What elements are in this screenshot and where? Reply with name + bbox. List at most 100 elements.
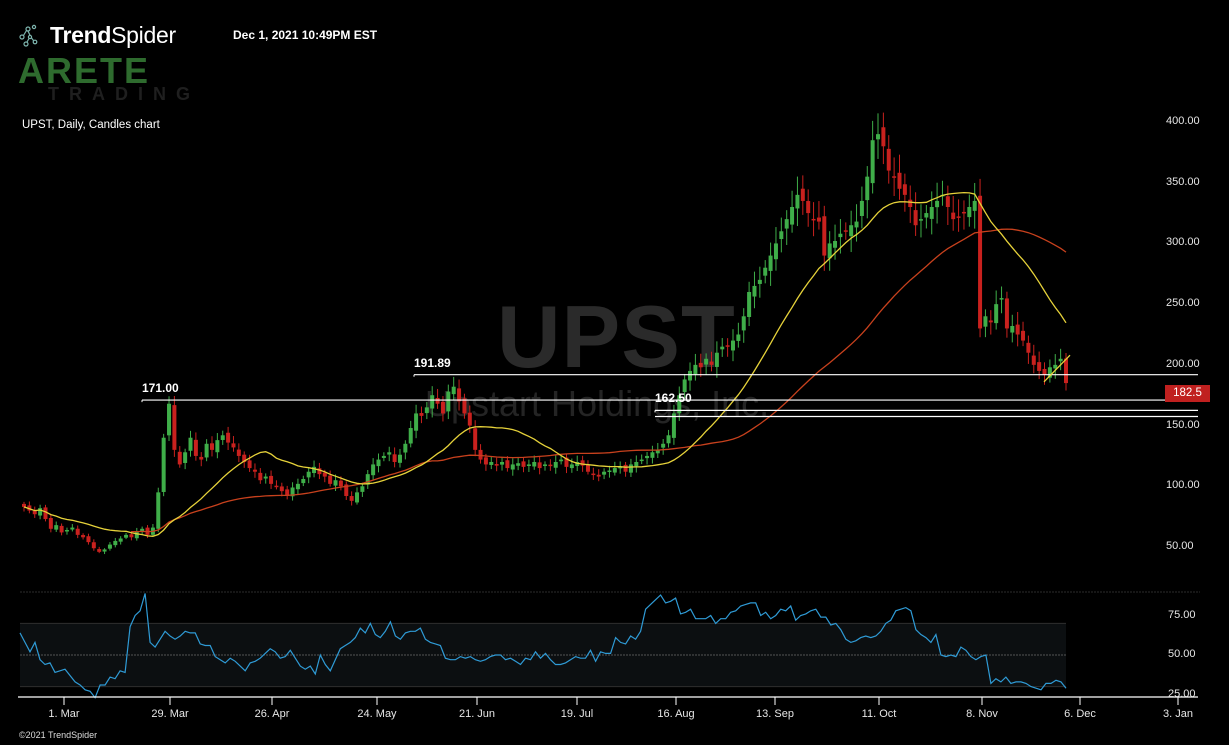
candle bbox=[757, 279, 762, 284]
x-tick-label: 21. Jun bbox=[458, 708, 496, 720]
candle bbox=[833, 241, 838, 248]
candle bbox=[446, 391, 451, 412]
candle bbox=[285, 489, 290, 497]
candle bbox=[91, 542, 96, 549]
rsi-line bbox=[19, 593, 1067, 699]
candle bbox=[908, 199, 913, 208]
candle bbox=[585, 464, 590, 472]
candle bbox=[913, 210, 918, 226]
chart-title: UPST, Daily, Candles chart bbox=[22, 119, 160, 131]
candle bbox=[403, 443, 408, 453]
level-label: 191.89 bbox=[414, 355, 451, 370]
candle bbox=[156, 492, 161, 529]
y-tick-label: 100.00 bbox=[1166, 479, 1200, 492]
candle bbox=[500, 462, 505, 465]
candle bbox=[811, 218, 816, 221]
candle bbox=[1010, 326, 1015, 333]
candle bbox=[988, 320, 993, 323]
candle bbox=[274, 485, 279, 488]
rsi-tick-label: 25.00 bbox=[1168, 687, 1196, 700]
x-tick-label: 19. Jul bbox=[560, 708, 594, 720]
candle bbox=[623, 464, 628, 472]
rsi-tick-label: 50.00 bbox=[1168, 648, 1196, 660]
candle bbox=[424, 407, 429, 414]
candle bbox=[365, 474, 370, 485]
candle bbox=[457, 388, 462, 402]
candle bbox=[929, 207, 934, 219]
trading-word: TRADING bbox=[48, 84, 200, 104]
candle bbox=[790, 207, 795, 225]
candle bbox=[704, 358, 709, 365]
candle bbox=[236, 449, 241, 456]
candle bbox=[956, 216, 961, 218]
candle bbox=[661, 443, 666, 448]
y-tick-label: 250.00 bbox=[1166, 297, 1200, 310]
candle bbox=[548, 464, 553, 467]
candle bbox=[553, 462, 558, 468]
candle bbox=[575, 462, 580, 467]
candle bbox=[473, 428, 478, 450]
candle bbox=[773, 243, 778, 260]
candle bbox=[569, 464, 574, 469]
candle bbox=[924, 213, 929, 218]
candle bbox=[688, 370, 693, 381]
candle bbox=[199, 456, 204, 460]
y-tick-label: 150.00 bbox=[1166, 418, 1200, 431]
candle bbox=[709, 361, 714, 365]
candle bbox=[886, 148, 891, 171]
candle bbox=[967, 207, 972, 218]
candle bbox=[602, 471, 607, 475]
x-tick-label: 24. May bbox=[357, 708, 397, 720]
candle bbox=[494, 464, 499, 466]
x-tick-label: 11. Oct bbox=[861, 708, 897, 720]
candle bbox=[628, 464, 633, 473]
candle bbox=[784, 219, 789, 229]
candle bbox=[843, 230, 848, 232]
spider-network-icon bbox=[19, 24, 38, 47]
x-tick-label: 26. Apr bbox=[254, 708, 290, 720]
candle bbox=[478, 449, 483, 460]
candle bbox=[322, 472, 327, 477]
candle bbox=[612, 468, 617, 473]
candle bbox=[435, 397, 440, 404]
candle bbox=[397, 454, 402, 463]
candle bbox=[543, 464, 547, 466]
candle bbox=[650, 452, 655, 458]
candle bbox=[822, 216, 827, 256]
candle bbox=[167, 403, 172, 436]
candle bbox=[827, 243, 832, 259]
candle bbox=[1021, 330, 1026, 341]
candle bbox=[81, 535, 86, 538]
candle bbox=[301, 479, 306, 484]
candle bbox=[467, 412, 472, 426]
trendline[interactable] bbox=[1043, 354, 1071, 383]
candle bbox=[134, 531, 139, 539]
candle bbox=[312, 466, 317, 474]
candle bbox=[113, 540, 118, 546]
y-tick-label: 400.00 bbox=[1166, 115, 1200, 127]
candle bbox=[193, 439, 198, 456]
candle bbox=[43, 507, 48, 520]
candle bbox=[763, 267, 768, 276]
candle bbox=[935, 200, 940, 208]
candle bbox=[881, 127, 886, 147]
timestamp: Dec 1, 2021 10:49PM EST bbox=[233, 28, 378, 42]
candle bbox=[376, 459, 381, 467]
candle bbox=[102, 549, 107, 552]
candle bbox=[231, 443, 236, 448]
candle bbox=[48, 518, 53, 529]
candle bbox=[247, 460, 252, 469]
candle bbox=[269, 475, 274, 484]
x-tick-label: 1. Mar bbox=[48, 708, 80, 720]
candle bbox=[655, 449, 660, 454]
candle bbox=[483, 457, 488, 465]
candle bbox=[1042, 368, 1047, 375]
candle bbox=[1015, 324, 1020, 335]
candle bbox=[510, 464, 515, 470]
candle bbox=[328, 475, 333, 484]
candle bbox=[317, 468, 322, 475]
candle bbox=[306, 471, 311, 478]
candle bbox=[1037, 362, 1042, 371]
candle bbox=[951, 212, 956, 220]
